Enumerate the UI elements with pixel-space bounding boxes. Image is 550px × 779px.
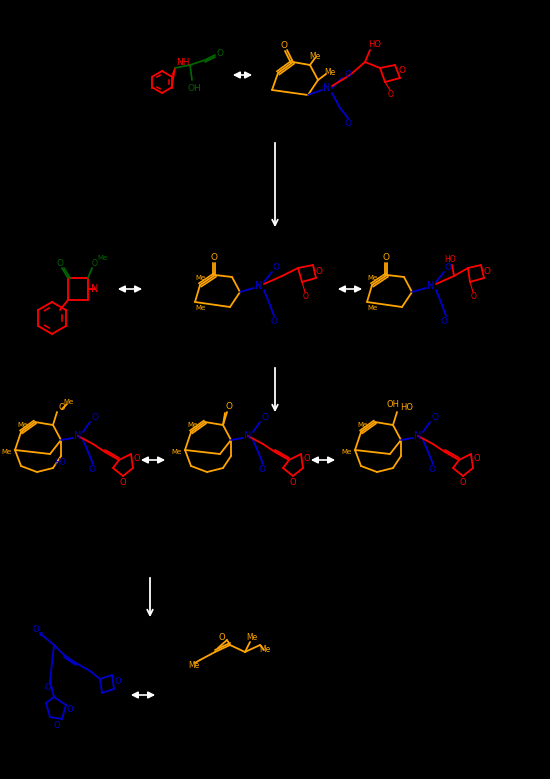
Text: O: O <box>441 316 448 326</box>
Text: N: N <box>427 281 435 291</box>
Text: O: O <box>344 69 351 79</box>
Text: OH: OH <box>387 400 399 408</box>
Text: O: O <box>120 478 127 487</box>
Text: Me: Me <box>2 449 12 455</box>
Text: O: O <box>382 252 389 262</box>
Text: OH: OH <box>187 83 201 93</box>
Text: O: O <box>32 626 39 635</box>
Text: O: O <box>258 464 266 474</box>
Text: HO: HO <box>444 256 456 265</box>
Text: Me: Me <box>367 275 377 281</box>
Text: N: N <box>91 284 98 294</box>
Text: O: O <box>428 464 436 474</box>
Text: O: O <box>316 266 322 276</box>
Text: Me: Me <box>172 449 182 455</box>
Text: Me: Me <box>188 422 198 428</box>
Text: O: O <box>261 413 268 421</box>
Text: Me: Me <box>309 51 321 61</box>
Text: O: O <box>219 633 225 643</box>
Text: NH: NH <box>176 58 190 66</box>
Text: Me: Me <box>260 646 271 654</box>
Text: N: N <box>74 431 82 441</box>
Text: O: O <box>54 721 60 729</box>
Text: O: O <box>460 478 466 487</box>
Text: O: O <box>444 263 452 272</box>
Text: N: N <box>323 83 331 93</box>
Text: HO: HO <box>368 40 382 48</box>
Text: Me: Me <box>64 399 74 405</box>
Text: Me: Me <box>195 305 205 311</box>
Text: O: O <box>483 266 491 276</box>
Text: O: O <box>280 41 288 50</box>
Text: O: O <box>91 413 98 421</box>
Text: HO: HO <box>400 403 414 411</box>
Text: N: N <box>255 281 263 291</box>
Text: O: O <box>388 90 394 98</box>
Text: O: O <box>471 291 477 301</box>
Text: O: O <box>304 453 310 463</box>
Text: O: O <box>134 453 140 463</box>
Text: Me: Me <box>98 255 108 261</box>
Text: O: O <box>57 259 63 267</box>
Text: O: O <box>226 401 233 411</box>
Text: O: O <box>272 263 279 272</box>
Text: O: O <box>92 259 98 267</box>
Text: O: O <box>271 316 278 326</box>
Text: O: O <box>303 291 309 301</box>
Text: O: O <box>344 118 351 128</box>
Text: O: O <box>89 464 96 474</box>
Text: O: O <box>211 252 217 262</box>
Text: Me: Me <box>358 422 368 428</box>
Text: Me: Me <box>367 305 377 311</box>
Text: O: O <box>59 403 65 411</box>
Text: O: O <box>115 676 122 686</box>
Text: N: N <box>414 431 422 441</box>
Text: N: N <box>244 431 252 441</box>
Text: O: O <box>432 413 438 421</box>
Text: Me: Me <box>246 633 257 643</box>
Text: Me: Me <box>342 449 352 455</box>
Text: O: O <box>45 682 51 692</box>
Text: HO: HO <box>54 457 66 467</box>
Text: O: O <box>290 478 296 487</box>
Text: O: O <box>217 48 223 58</box>
Text: Me: Me <box>324 68 336 76</box>
Text: Me: Me <box>18 422 28 428</box>
Text: Me: Me <box>188 661 200 669</box>
Text: O: O <box>474 453 480 463</box>
Text: Me: Me <box>195 275 205 281</box>
Text: O: O <box>67 704 73 714</box>
Text: O: O <box>399 65 405 75</box>
